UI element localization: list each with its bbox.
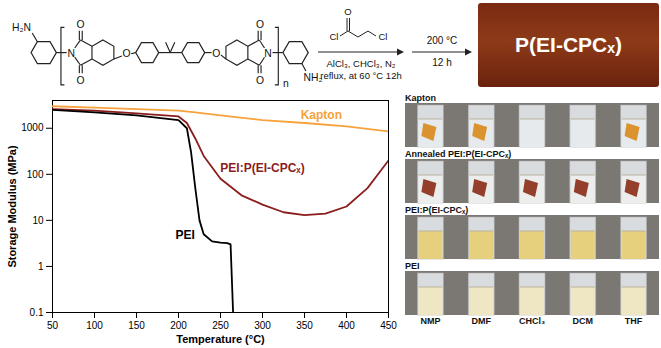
svg-text:200 °C: 200 °C	[427, 35, 458, 46]
svg-text:350: 350	[296, 320, 313, 331]
svg-text:AlCl₃, CHCl₃, N₂: AlCl₃, CHCl₃, N₂	[327, 58, 396, 69]
svg-text:PEI: PEI	[405, 261, 420, 271]
svg-text:PEI:P(EI-CPCₓ): PEI:P(EI-CPCₓ)	[220, 161, 304, 175]
svg-text:NMP: NMP	[420, 316, 440, 326]
svg-text:H₂N: H₂N	[12, 22, 31, 33]
svg-text:200: 200	[170, 320, 187, 331]
svg-text:PEI: PEI	[176, 228, 195, 242]
svg-text:Annealed PEI:P(EI-CPCₓ): Annealed PEI:P(EI-CPCₓ)	[405, 149, 511, 159]
svg-text:100: 100	[86, 320, 103, 331]
svg-text:DCM: DCM	[573, 316, 594, 326]
svg-text:150: 150	[128, 320, 145, 331]
svg-text:0.1: 0.1	[30, 307, 44, 318]
svg-text:Kapton: Kapton	[405, 93, 436, 103]
svg-text:300: 300	[254, 320, 271, 331]
svg-text:CHCl₃: CHCl₃	[519, 316, 545, 326]
svg-text:O: O	[122, 48, 130, 59]
svg-text:THF: THF	[625, 316, 643, 326]
svg-text:12 h: 12 h	[432, 57, 451, 68]
svg-text:O: O	[76, 75, 84, 86]
svg-text:n: n	[283, 78, 289, 89]
svg-text:N: N	[264, 48, 271, 59]
svg-text:O: O	[212, 48, 220, 59]
svg-text:1000: 1000	[21, 122, 44, 133]
svg-text:Cl: Cl	[330, 31, 339, 42]
svg-text:DMF: DMF	[471, 316, 491, 326]
html-text:P(EI-CPCₓ): P(EI-CPCₓ)	[515, 33, 622, 56]
svg-text:100: 100	[27, 169, 44, 180]
svg-text:O: O	[76, 19, 84, 30]
svg-text:Kapton: Kapton	[301, 108, 342, 122]
svg-text:PEI:P(EI-CPCₓ): PEI:P(EI-CPCₓ)	[405, 205, 468, 215]
svg-text:Temperature (°C): Temperature (°C)	[176, 333, 265, 345]
svg-text:N: N	[68, 48, 75, 59]
svg-text:450: 450	[380, 320, 397, 331]
svg-text:Storage Modulus (MPa): Storage Modulus (MPa)	[6, 145, 18, 268]
svg-text:O: O	[344, 6, 351, 17]
svg-text:O: O	[256, 19, 264, 30]
svg-text:400: 400	[338, 320, 355, 331]
svg-text:250: 250	[212, 320, 229, 331]
svg-text:NH₂: NH₂	[303, 72, 323, 84]
svg-text:10: 10	[32, 215, 44, 226]
svg-text:O: O	[256, 75, 264, 86]
svg-text:50: 50	[47, 320, 59, 331]
svg-text:reflux, at 60 °C 12h: reflux, at 60 °C 12h	[320, 70, 401, 81]
svg-text:1: 1	[38, 261, 44, 272]
svg-text:Cl: Cl	[379, 31, 388, 42]
